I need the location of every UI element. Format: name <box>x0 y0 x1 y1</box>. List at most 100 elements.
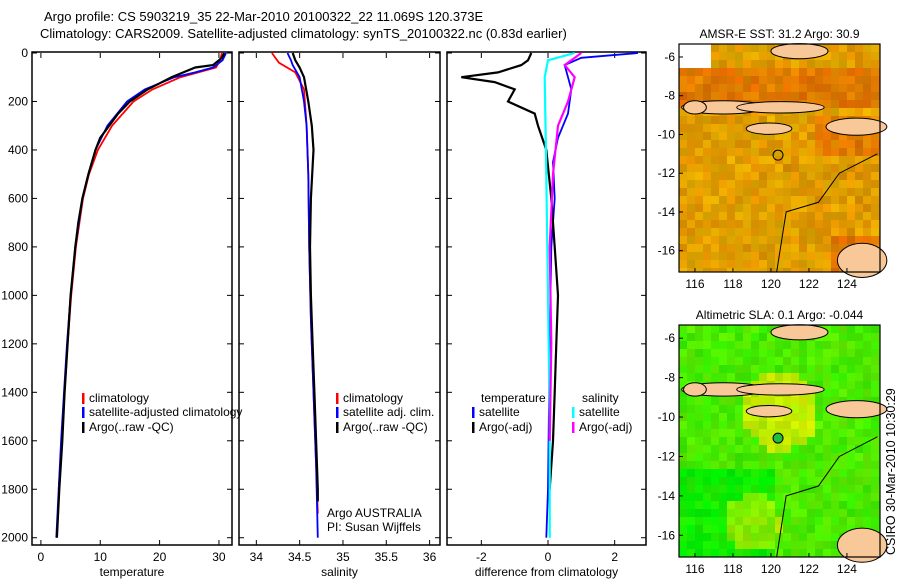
map-cell <box>855 477 863 485</box>
map-cell <box>711 325 719 333</box>
map-cell <box>719 349 727 357</box>
map-cell <box>687 373 695 381</box>
map-cell <box>719 268 727 272</box>
map-cell <box>815 180 823 188</box>
map-cell <box>791 84 799 92</box>
map-cell <box>751 365 759 373</box>
y-tick-label: 2000 <box>1 531 28 545</box>
map-cell <box>759 509 767 517</box>
map-cell <box>791 445 799 453</box>
map-cell <box>871 140 879 148</box>
map-cell <box>703 405 711 413</box>
map-cell <box>855 108 863 116</box>
map-cell <box>775 549 783 557</box>
map-cell <box>831 132 839 140</box>
map-cell <box>703 325 711 333</box>
map-cell <box>799 357 807 365</box>
map-cell <box>679 228 687 236</box>
map-cell <box>831 140 839 148</box>
map-cell <box>831 509 839 517</box>
map-cell <box>695 485 703 493</box>
y-tick-label: 1800 <box>1 482 28 496</box>
map-cell <box>839 84 847 92</box>
map-cell <box>799 228 807 236</box>
map-cell <box>719 116 727 124</box>
map-cell <box>767 92 775 100</box>
map-cell <box>783 180 791 188</box>
map-cell <box>687 76 695 84</box>
map-cell <box>775 236 783 244</box>
map-cell <box>687 52 695 60</box>
map-cell <box>759 188 767 196</box>
map-cell <box>743 333 751 341</box>
map-cell <box>711 164 719 172</box>
lon-tick-label: 116 <box>685 562 704 576</box>
map-cell <box>743 196 751 204</box>
map-cell <box>791 493 799 501</box>
map-cell <box>751 252 759 260</box>
map-cell <box>735 180 743 188</box>
map-cell <box>791 236 799 244</box>
map-cell <box>791 204 799 212</box>
map-cell <box>759 180 767 188</box>
map-cell <box>823 525 831 533</box>
map-cell <box>791 357 799 365</box>
map-cell <box>695 509 703 517</box>
map-cell <box>863 349 871 357</box>
map-cell <box>871 44 879 52</box>
map-cell <box>775 268 783 272</box>
series-line-satellite-adjusted-climatology <box>55 52 227 538</box>
land-mass <box>836 527 888 563</box>
map-cell <box>743 68 751 76</box>
map-cell <box>855 445 863 453</box>
map-cell <box>783 461 791 469</box>
map-cell <box>743 365 751 373</box>
map-cell <box>719 493 727 501</box>
map-cell <box>799 541 807 549</box>
map-cell <box>759 549 767 557</box>
map-cell <box>743 252 751 260</box>
map-cell <box>695 164 703 172</box>
map-cell <box>775 68 783 76</box>
map-cell <box>735 413 743 421</box>
map-cell <box>855 493 863 501</box>
legend-temp-argo: Argo(-adj) <box>479 420 532 434</box>
map-cell <box>679 541 687 549</box>
map-cell <box>871 92 879 100</box>
map-cell <box>847 108 855 116</box>
map-cell <box>815 421 823 429</box>
map-cell <box>767 116 775 124</box>
map-cell <box>759 429 767 437</box>
lon-tick-label: 118 <box>723 277 742 291</box>
map-cell <box>695 148 703 156</box>
map-cell <box>855 349 863 357</box>
map-cell <box>815 244 823 252</box>
map-cell <box>743 485 751 493</box>
map-cell <box>759 525 767 533</box>
map-cell <box>855 132 863 140</box>
map-cell <box>735 549 743 557</box>
map-cell <box>711 397 719 405</box>
map-cell <box>815 60 823 68</box>
map-cell <box>703 140 711 148</box>
map-cell <box>687 341 695 349</box>
map-cell <box>735 84 743 92</box>
map-cell <box>815 204 823 212</box>
map-cell <box>815 188 823 196</box>
map-cell <box>871 341 879 349</box>
map-cell <box>767 140 775 148</box>
map-cell <box>815 212 823 220</box>
map-cell <box>831 236 839 244</box>
map-cell <box>743 541 751 549</box>
map-cell <box>831 228 839 236</box>
map-cell <box>719 437 727 445</box>
map-cell <box>711 469 719 477</box>
land-mass <box>745 122 793 135</box>
map-cell <box>807 477 815 485</box>
map-cell <box>727 148 735 156</box>
map-cell <box>783 421 791 429</box>
map-cell <box>799 373 807 381</box>
map-cell <box>743 148 751 156</box>
map-cell <box>679 357 687 365</box>
map-cell <box>831 148 839 156</box>
